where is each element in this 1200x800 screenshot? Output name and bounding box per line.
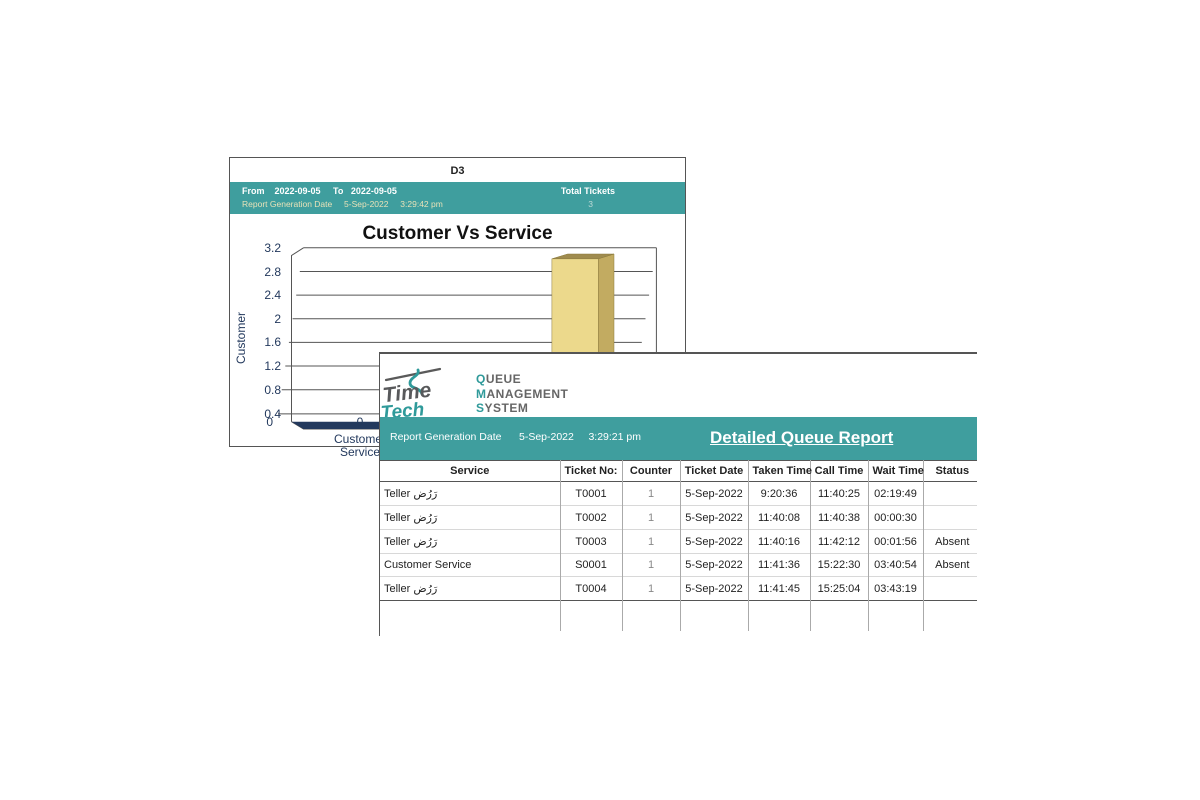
- svg-text:2.8: 2.8: [264, 265, 281, 279]
- svg-text:0.8: 0.8: [264, 383, 281, 397]
- svg-text:2.4: 2.4: [264, 288, 281, 302]
- svg-text:1.2: 1.2: [264, 359, 281, 373]
- svg-text:1.6: 1.6: [264, 335, 281, 349]
- svg-text:Customer: Customer: [234, 312, 248, 364]
- svg-text:0: 0: [357, 415, 364, 429]
- svg-text:0: 0: [266, 415, 273, 429]
- svg-text:Service: Service: [340, 445, 380, 459]
- svg-text:2: 2: [274, 312, 281, 326]
